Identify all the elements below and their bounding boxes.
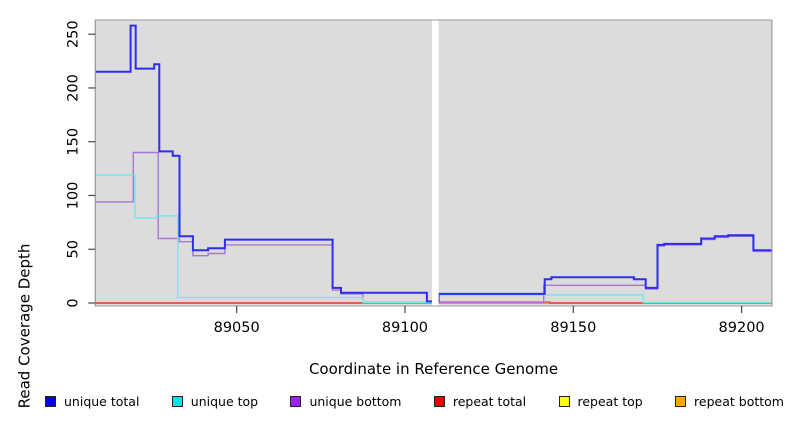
y-axis-title: Read Coverage Depth xyxy=(15,243,34,409)
legend-label: unique bottom xyxy=(309,394,402,409)
legend-label: repeat bottom xyxy=(694,394,784,409)
legend-label: unique top xyxy=(190,394,259,409)
legend: unique total unique top unique bottom repea… xyxy=(45,394,784,409)
legend-item-unique-bottom: unique bottom xyxy=(290,394,402,409)
y-tick-label: 100 xyxy=(65,182,81,210)
legend-item-unique-top: unique top xyxy=(171,394,259,409)
legend-label: repeat total xyxy=(452,394,527,409)
series-unique-top-line xyxy=(95,174,772,304)
plot-border xyxy=(94,19,773,307)
legend-label: repeat top xyxy=(577,394,643,409)
x-tick-label: 89150 xyxy=(550,320,596,336)
y-tick-label: 200 xyxy=(65,74,81,102)
x-tick-label: 89050 xyxy=(214,320,260,336)
y-tick-label: 250 xyxy=(65,20,81,48)
legend-swatch xyxy=(45,396,56,407)
x-tick-label: 89100 xyxy=(382,320,428,336)
y-tick-label: 150 xyxy=(65,128,81,156)
x-tick-label: 89200 xyxy=(719,320,765,336)
legend-item-unique-total: unique total xyxy=(45,394,139,409)
coverage-gap-band xyxy=(431,19,439,307)
x-axis-title: Coordinate in Reference Genome xyxy=(308,360,559,378)
series-unique-total-line xyxy=(95,24,772,303)
legend-item-repeat-bottom: repeat bottom xyxy=(675,394,784,409)
legend-item-repeat-top: repeat top xyxy=(558,394,643,409)
legend-label: unique total xyxy=(64,394,140,409)
legend-swatch xyxy=(171,396,183,407)
legend-swatch xyxy=(558,396,570,407)
legend-swatch xyxy=(290,396,302,407)
y-tick-label: 50 xyxy=(65,240,81,258)
y-tick-label: 0 xyxy=(65,298,81,307)
legend-item-repeat-total: repeat total xyxy=(433,394,527,409)
plot-canvas: 89050 89100 89150 89200 0 50 100 150 200 250 xyxy=(65,19,773,336)
legend-swatch xyxy=(433,396,445,407)
legend-swatch xyxy=(675,396,687,407)
